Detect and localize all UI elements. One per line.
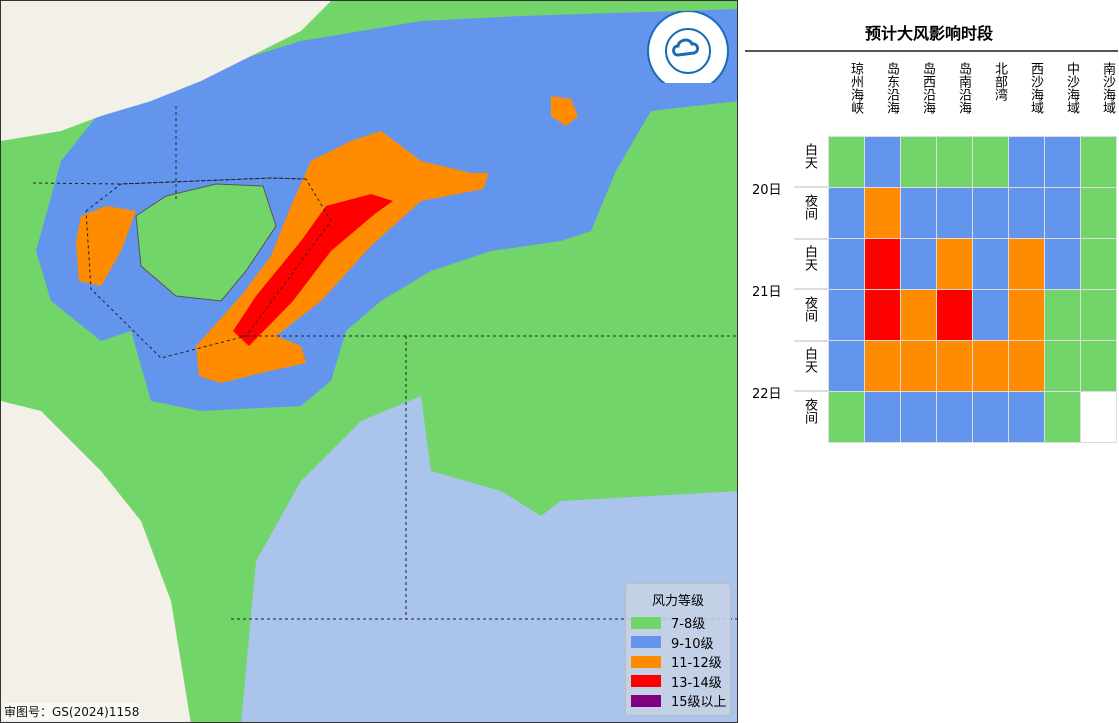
period-label: 夜间 <box>802 194 817 220</box>
column-header: 西沙海域 <box>1028 62 1043 114</box>
land-southwest <box>1 401 191 722</box>
grid-cell <box>901 239 936 289</box>
grid-cell <box>937 137 972 187</box>
grid-cell <box>865 188 900 238</box>
grid-cell <box>973 392 1008 442</box>
grid-cell <box>1009 341 1044 391</box>
grid-cell <box>865 239 900 289</box>
legend-item: 7-8级 <box>631 613 730 633</box>
column-header: 中沙海域 <box>1064 62 1079 114</box>
day-label: 20日 <box>752 183 782 198</box>
grid-cell <box>1009 188 1044 238</box>
grid-cell <box>973 290 1008 340</box>
grid-cell <box>1081 392 1116 442</box>
grid-cell <box>1045 392 1080 442</box>
grid-cell <box>865 290 900 340</box>
grid-cell <box>1045 188 1080 238</box>
grid-cell <box>829 239 864 289</box>
legend-title: 风力等级 <box>651 594 704 609</box>
legend-item: 13-14级 <box>631 672 730 692</box>
grid-cell <box>1081 188 1116 238</box>
grid-cell <box>937 392 972 442</box>
column-header: 北部湾 <box>992 62 1007 101</box>
grid-cell <box>901 137 936 187</box>
grid-cell <box>937 290 972 340</box>
wind-zone-11-12-small <box>551 96 578 126</box>
legend-item: 15级以上 <box>631 691 730 711</box>
period-label: 夜间 <box>802 296 817 322</box>
row-separator <box>794 390 829 392</box>
grid-cell <box>1009 137 1044 187</box>
grid-cell <box>1045 239 1080 289</box>
map-approval-number: 审图号：GS(2024)1158 <box>4 703 140 720</box>
grid-cell <box>973 188 1008 238</box>
timing-grid <box>828 136 1117 443</box>
grid-cell <box>829 392 864 442</box>
grid-cell <box>1081 239 1116 289</box>
period-label: 白天 <box>802 143 817 169</box>
legend-label: 11-12级 <box>671 656 722 672</box>
column-header: 南沙海域 <box>1100 62 1115 114</box>
legend-item: 9-10级 <box>631 633 730 653</box>
column-header: 岛西沿海 <box>920 62 935 114</box>
grid-cell <box>1045 290 1080 340</box>
grid-cell <box>1045 137 1080 187</box>
grid-cell <box>865 392 900 442</box>
row-separator <box>794 238 829 240</box>
day-label: 21日 <box>752 285 782 300</box>
grid-cell <box>1081 290 1116 340</box>
land-north <box>1 1 331 141</box>
period-label: 白天 <box>802 245 817 271</box>
legend-label: 9-10级 <box>671 636 714 652</box>
grid-cell <box>901 290 936 340</box>
grid-cell <box>829 290 864 340</box>
grid-cell <box>865 341 900 391</box>
row-separator <box>794 186 829 188</box>
legend-label: 7-8级 <box>671 617 706 633</box>
grid-cell <box>937 341 972 391</box>
grid-cell <box>901 188 936 238</box>
grid-cell <box>829 188 864 238</box>
grid-cell <box>973 341 1008 391</box>
legend-item: 11-12级 <box>631 652 730 672</box>
grid-cell <box>901 341 936 391</box>
legend-label: 13-14级 <box>671 675 722 691</box>
grid-cell <box>1045 341 1080 391</box>
grid-cell <box>829 137 864 187</box>
wind-zone-11-12-west <box>76 206 136 286</box>
legend-label: 15级以上 <box>671 695 727 711</box>
period-label: 夜间 <box>802 398 817 424</box>
row-separator <box>794 340 829 342</box>
wind-zone-13-14 <box>233 194 393 346</box>
column-header: 岛南沿海 <box>956 62 971 114</box>
map-legend: 风力等级 7-8级 9-10级 11-12级 13-14级 15级以上 <box>625 583 731 716</box>
grid-cell <box>829 341 864 391</box>
grid-cell <box>1081 341 1116 391</box>
grid-cell <box>865 137 900 187</box>
row-separator <box>794 288 829 290</box>
hainan-island <box>135 183 277 302</box>
wind-forecast-map: 风力等级 7-8级 9-10级 11-12级 13-14级 15级以上 审图号：… <box>0 0 738 723</box>
period-label: 白天 <box>802 347 817 373</box>
panel-title: 预计大风影响时段 <box>864 24 993 43</box>
grid-cell <box>1009 239 1044 289</box>
grid-cell <box>937 188 972 238</box>
title-divider <box>745 50 1118 52</box>
sea-area-boundaries <box>32 106 737 620</box>
grid-cell <box>1009 290 1044 340</box>
map-canvas <box>1 1 737 722</box>
column-header: 琼州海峡 <box>848 62 863 114</box>
grid-cell <box>973 137 1008 187</box>
meteorological-bureau-logo <box>642 11 734 83</box>
gale-timing-panel: 预计大风影响时段 琼州海峡 岛东沿海 岛西沿海 岛南沿海 北部湾 西沙海域 中沙海域 南沙海域… <box>742 0 1119 723</box>
grid-cell <box>973 239 1008 289</box>
grid-cell <box>901 392 936 442</box>
grid-cell <box>937 239 972 289</box>
day-label: 22日 <box>752 387 782 402</box>
grid-cell <box>1009 392 1044 442</box>
grid-cell <box>1081 137 1116 187</box>
column-header: 岛东沿海 <box>884 62 899 114</box>
